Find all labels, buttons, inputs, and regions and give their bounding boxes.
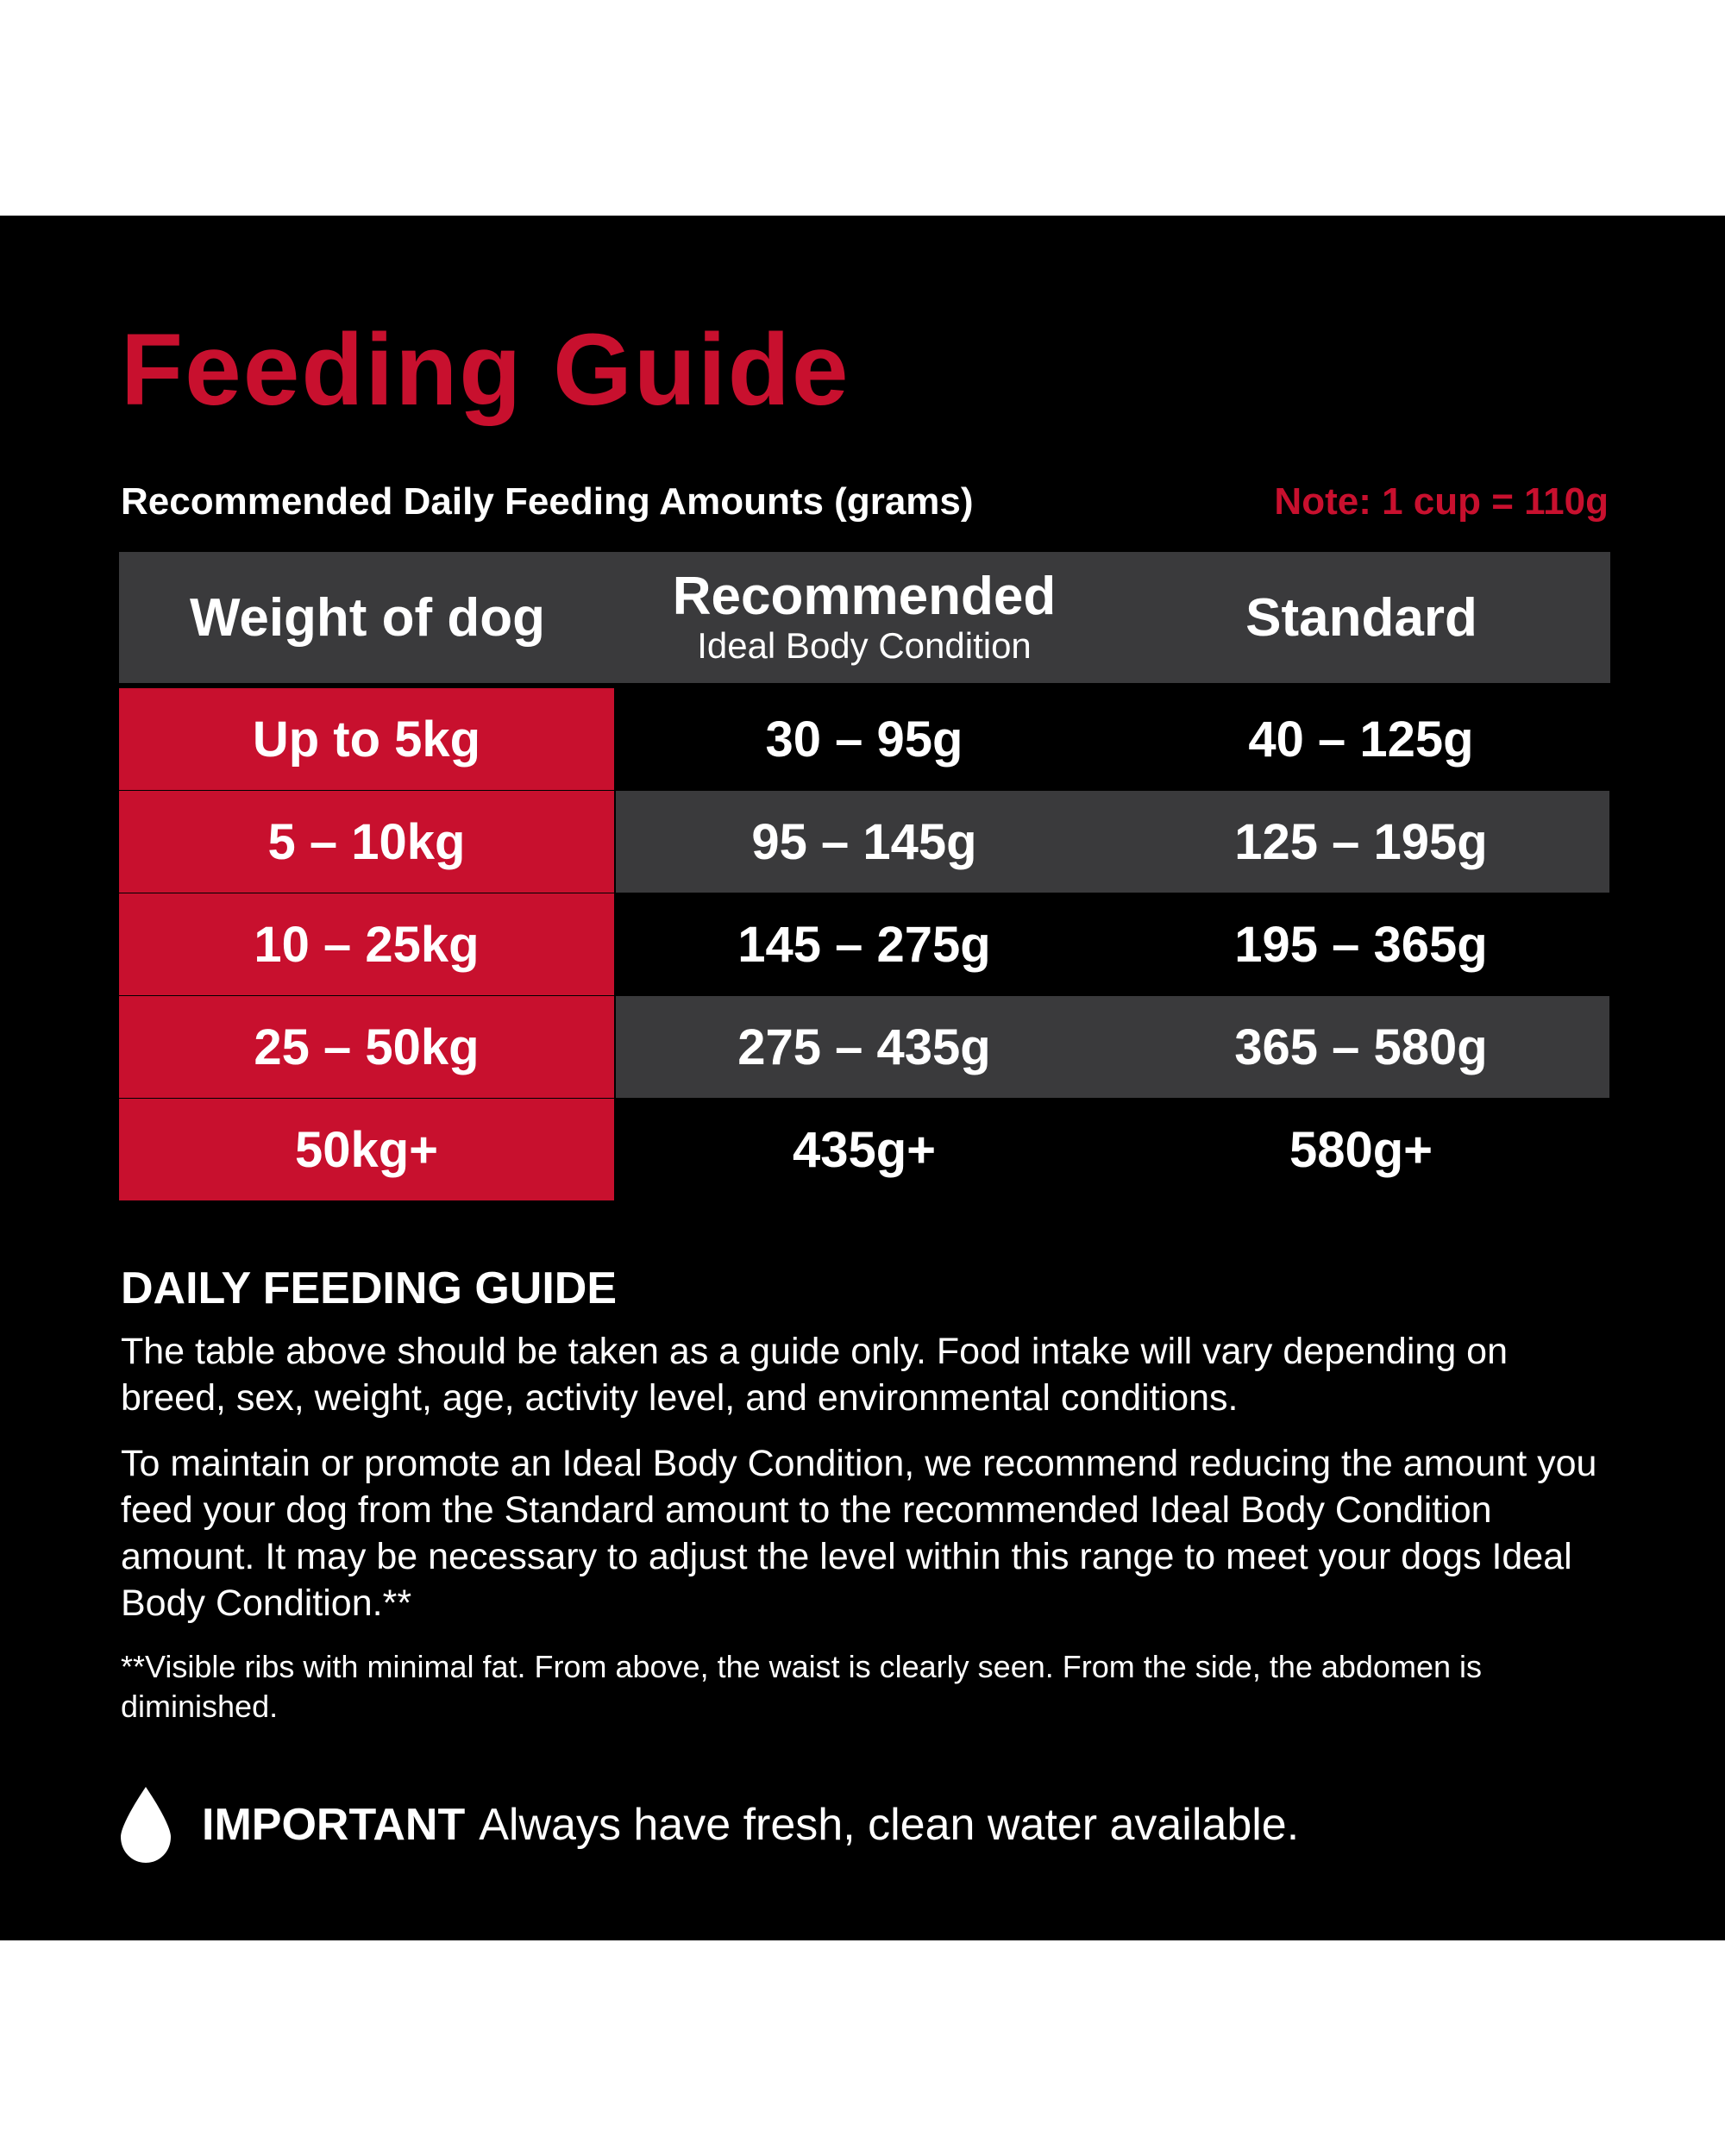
recommended-cell: 435g+ (792, 1121, 937, 1178)
standard-cell: 195 – 365g (1234, 916, 1488, 973)
weight-cell: 50kg+ (119, 1099, 614, 1200)
standard-cell: 125 – 195g (1113, 791, 1609, 893)
recommended-cell: 30 – 95g (765, 711, 963, 768)
recommended-cell: 145 – 275g (737, 916, 991, 973)
footnote: **Visible ribs with minimal fat. From ab… (121, 1649, 1482, 1724)
header-recommended-label: Recommended (672, 567, 1057, 627)
daily-guide-paragraph: To maintain or promote an Ideal Body Con… (121, 1443, 1597, 1624)
table-subtitle: Recommended Daily Feeding Amounts (grams… (121, 480, 974, 523)
table-row: 50kg+ 435g+ 580g+ (119, 1099, 1610, 1200)
daily-guide-heading: DAILY FEEDING GUIDE (121, 1263, 617, 1313)
weight-cell: 5 – 10kg (119, 791, 614, 893)
standard-cell: 40 – 125g (1248, 711, 1474, 768)
standard-cell: 580g+ (1289, 1121, 1433, 1178)
water-drop-icon (121, 1787, 171, 1863)
cup-note: Note: 1 cup = 110g (1274, 480, 1609, 523)
important-notice: IMPORTANT Always have fresh, clean water… (117, 1785, 1299, 1865)
table-row: 25 – 50kg 275 – 435g 365 – 580g (119, 996, 1610, 1098)
header-standard: Standard (1245, 587, 1477, 648)
recommended-cell: 275 – 435g (616, 996, 1113, 1098)
table-row: 5 – 10kg 95 – 145g 125 – 195g (119, 791, 1610, 893)
standard-cell: 365 – 580g (1113, 996, 1609, 1098)
weight-cell: Up to 5kg (119, 688, 614, 790)
header-weight: Weight of dog (189, 587, 546, 648)
daily-guide-paragraph: The table above should be taken as a gui… (121, 1331, 1509, 1419)
header-recommended-sublabel: Ideal Body Condition (697, 625, 1032, 667)
table-row: 10 – 25kg 145 – 275g 195 – 365g (119, 893, 1610, 995)
important-label: IMPORTANT (202, 1800, 466, 1850)
table-row: Up to 5kg 30 – 95g 40 – 125g (119, 688, 1610, 790)
important-text: Always have fresh, clean water available… (479, 1800, 1300, 1850)
recommended-cell: 95 – 145g (616, 791, 1113, 893)
weight-cell: 10 – 25kg (119, 893, 614, 995)
table-header-row: Weight of dog Recommended Ideal Body Con… (119, 552, 1610, 683)
weight-cell: 25 – 50kg (119, 996, 614, 1098)
header-recommended: Recommended Ideal Body Condition (616, 568, 1113, 666)
page-title: Feeding Guide (121, 313, 850, 427)
feeding-table: Weight of dog Recommended Ideal Body Con… (119, 552, 1610, 1200)
feeding-guide-panel: Feeding Guide Recommended Daily Feeding … (0, 216, 1725, 1940)
